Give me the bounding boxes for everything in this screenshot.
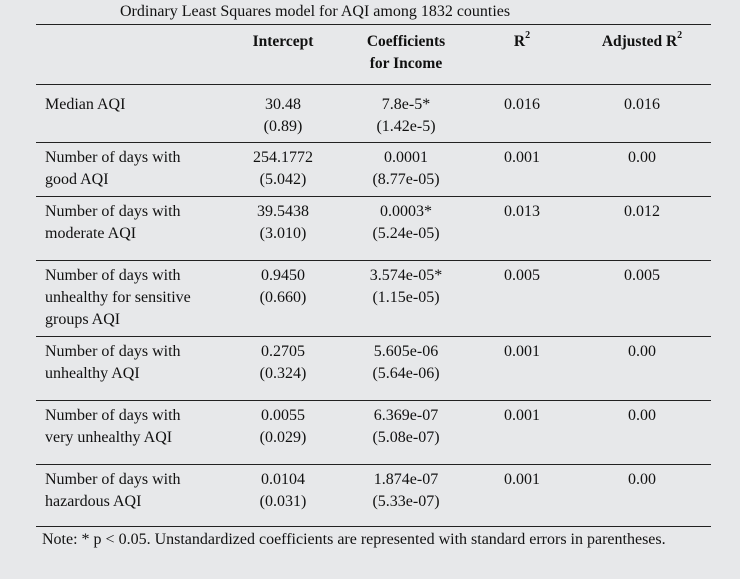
intercept-cell-line: (0.029) [259,429,307,446]
row-rule [36,400,711,401]
header-r2-text: R [513,33,526,50]
row-label-line: hazardous AQI [45,493,142,510]
row-label: Number of days with hazardous AQI [45,469,245,513]
bottom-rule [36,526,711,527]
intercept-cell: 0.2705 (0.324) [210,341,356,385]
coefficient-cell-line: 1.874e-07 [373,471,439,488]
adjusted-r2-cell: 0.005 [624,267,660,284]
adjusted-r2-cell: 0.016 [624,96,660,113]
header-coef-line1: Coefficients [366,33,446,50]
row-label-line: Number of days with [45,407,181,424]
adjusted-r2-cell: 0.00 [628,149,656,166]
row-label-line: good AQI [45,171,109,188]
row-label: Number of days with good AQI [45,147,245,191]
header-rule [36,84,711,85]
adjusted-r2-cell: 0.00 [628,407,656,424]
header-adj-text: Adjusted R [601,33,678,50]
top-rule [36,24,711,25]
row-label: Number of days with unhealthy AQI [45,341,245,385]
intercept-cell-line: (3.010) [259,225,307,242]
adjusted-r2-cell: 0.012 [624,203,660,220]
r2-cell: 0.013 [504,203,540,220]
intercept-cell: 39.5438 (3.010) [210,201,356,245]
intercept-cell-line: (0.89) [263,118,303,135]
coefficient-cell: 6.369e-07 (5.08e-07) [334,405,478,449]
coefficient-cell: 3.574e-05* (1.15e-05) [334,265,478,309]
row-label-line: groups AQI [45,311,121,328]
header-r2-sup: 2 [525,29,531,41]
intercept-cell-line: 39.5438 [257,203,309,220]
r2-cell: 0.016 [504,96,540,113]
coefficient-cell: 5.605e-06 (5.64e-06) [334,341,478,385]
row-rule [36,196,711,197]
row-label-line: unhealthy AQI [45,365,140,382]
header-intercept: Intercept [252,33,314,50]
coefficient-cell-line: (8.77e-05) [372,171,440,188]
intercept-cell: 0.9450 (0.660) [210,265,356,309]
r2-cell: 0.001 [504,149,540,166]
row-label: Number of days with very unhealthy AQI [45,405,245,449]
row-label-line: very unhealthy AQI [45,429,173,446]
coefficient-cell-line: 6.369e-07 [373,407,439,424]
intercept-cell: 254.1772 (5.042) [210,147,356,191]
coefficient-cell: 0.0003* (5.24e-05) [334,201,478,245]
coefficient-cell-line: (1.15e-05) [372,289,440,306]
coefficient-cell-line: (5.33e-07) [372,493,440,510]
row-label: Median AQI [45,94,245,116]
header-r2: R2 [480,29,564,53]
row-label-line: Number of days with [45,203,181,220]
table-title: Ordinary Least Squares model for AQI amo… [120,3,511,20]
adjusted-r2-cell: 0.00 [628,343,656,360]
row-rule [36,260,711,261]
table-note: Note: * p < 0.05. Unstandardized coeffic… [42,531,666,548]
header-adjusted-r2: Adjusted R2 [582,29,702,53]
intercept-cell: 0.0055 (0.029) [210,405,356,449]
intercept-cell-line: 0.0104 [261,471,305,488]
coefficient-cell: 1.874e-07 (5.33e-07) [334,469,478,513]
row-label: Number of days with moderate AQI [45,201,245,245]
coefficient-cell-line: (5.24e-05) [372,225,440,242]
intercept-cell-line: 0.9450 [261,267,305,284]
intercept-cell-line: 30.48 [265,96,301,113]
intercept-cell-line: (0.031) [259,493,307,510]
intercept-cell-line: 0.2705 [261,343,305,360]
coefficient-cell-line: 0.0003* [380,203,432,220]
row-label-line: unhealthy for sensitive [45,289,191,306]
intercept-cell-line: 254.1772 [253,149,313,166]
row-rule [36,464,711,465]
r2-cell: 0.001 [504,343,540,360]
row-label-line: Number of days with [45,343,181,360]
coefficient-cell-line: 3.574e-05* [369,267,443,284]
coefficient-cell-line: 7.8e-5* [381,96,431,113]
r2-cell: 0.005 [504,267,540,284]
intercept-cell-line: (0.660) [259,289,307,306]
coefficient-cell-line: 5.605e-06 [373,343,439,360]
row-label-line: Number of days with [45,267,181,284]
coefficient-cell-line: 0.0001 [384,149,428,166]
intercept-cell: 0.0104 (0.031) [210,469,356,513]
coefficient-cell-line: (1.42e-5) [376,118,436,135]
adjusted-r2-cell: 0.00 [628,471,656,488]
coefficient-cell-line: (5.08e-07) [372,429,440,446]
coefficient-cell: 0.0001 (8.77e-05) [334,147,478,191]
row-label-line: Number of days with [45,149,181,166]
intercept-cell-line: 0.0055 [261,407,305,424]
intercept-cell-line: (0.324) [259,365,307,382]
intercept-cell: 30.48 (0.89) [210,94,356,138]
row-label-line: moderate AQI [45,225,137,242]
r2-cell: 0.001 [504,407,540,424]
header-coef-line2: for Income [369,55,443,72]
row-rule [36,142,711,143]
header-coefficients: Coefficients for Income [334,31,478,75]
r2-cell: 0.001 [504,471,540,488]
row-label: Number of days with unhealthy for sensiti… [45,265,245,331]
row-label-line: Median AQI [45,96,126,113]
header-adj-sup: 2 [677,29,683,41]
row-label-line: Number of days with [45,471,181,488]
coefficient-cell: 7.8e-5* (1.42e-5) [334,94,478,138]
intercept-cell-line: (5.042) [259,171,307,188]
row-rule [36,336,711,337]
coefficient-cell-line: (5.64e-06) [372,365,440,382]
